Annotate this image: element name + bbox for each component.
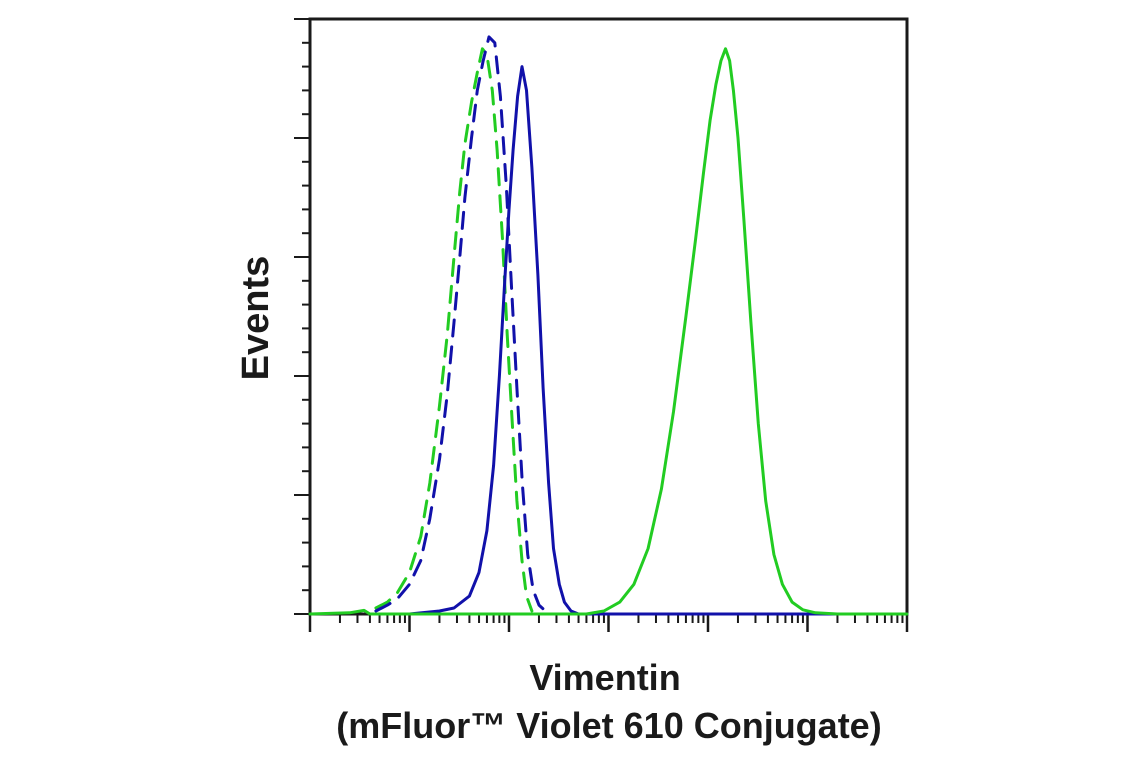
y-axis-ticks: [294, 18, 310, 615]
y-axis-title: Events: [235, 256, 277, 381]
histogram-series-4: [308, 47, 909, 616]
histogram-series-1: [374, 47, 534, 613]
histogram-series-3: [408, 65, 909, 616]
x-axis-title-line-1: Vimentin: [529, 657, 680, 698]
x-axis-title-line-2: (mFluor™ Violet 610 Conjugate): [336, 705, 881, 746]
histogram-series-2: [374, 35, 549, 614]
series-layer: [308, 35, 909, 616]
